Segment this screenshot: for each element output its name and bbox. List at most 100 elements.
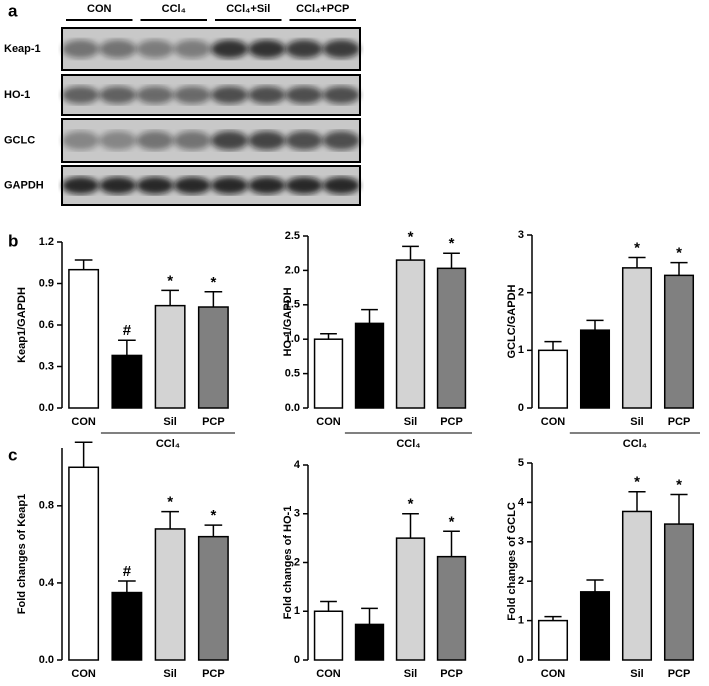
band: [136, 176, 174, 195]
y-tick-label: 4: [294, 459, 301, 471]
band: [248, 176, 286, 195]
y-tick-label: 2.0: [285, 264, 300, 276]
annotation: #: [123, 563, 132, 580]
bar: [354, 623, 385, 661]
x-tick-label: PCP: [440, 668, 463, 680]
error-bar: [628, 491, 646, 512]
y-axis-label: Fold changes of Keap1: [16, 494, 28, 614]
band: [99, 176, 137, 195]
y-tick-label: 0.4: [39, 577, 55, 589]
band: [62, 131, 100, 150]
error-bar: [361, 607, 378, 625]
error-bar: [586, 319, 604, 331]
error-bar: [320, 600, 337, 612]
bar: [579, 591, 611, 661]
x-tick-label: CON: [316, 416, 341, 428]
x-tick-label: PCP: [202, 668, 225, 680]
annotation: *: [676, 476, 682, 493]
band: [173, 176, 211, 195]
band: [173, 39, 211, 59]
bar: [68, 268, 100, 409]
y-tick-label: 1: [294, 605, 300, 617]
lane-label: CCl₄+PCP: [296, 3, 349, 15]
band: [322, 86, 360, 104]
annotation: *: [449, 513, 455, 530]
row-label: HO-1: [4, 89, 30, 101]
band: [322, 176, 360, 195]
bar: [111, 354, 143, 409]
band: [285, 131, 323, 150]
y-tick-label: 1.5: [285, 299, 300, 311]
error-bar: [544, 615, 562, 621]
error-bar: [402, 245, 419, 261]
x-tick-label: PCP: [668, 416, 691, 428]
y-tick-label: 0.6: [39, 319, 54, 331]
group-label: CCl₄: [156, 438, 180, 450]
bar: [313, 338, 344, 409]
bar: [537, 619, 569, 661]
band: [211, 39, 249, 59]
bar: [436, 267, 467, 409]
x-tick-label: CON: [71, 668, 96, 680]
bar: [621, 267, 653, 409]
bar: [663, 274, 695, 409]
band: [136, 39, 174, 59]
x-tick-label: CON: [316, 668, 341, 680]
panel-label: a: [8, 1, 18, 20]
error-bar: [204, 524, 223, 537]
x-tick-label: Sil: [404, 668, 417, 680]
band: [322, 131, 360, 150]
bar: [68, 466, 100, 661]
error-bar: [74, 441, 93, 468]
band: [322, 39, 360, 59]
y-tick-label: 0.3: [39, 360, 54, 372]
x-tick-label: CON: [541, 668, 566, 680]
band: [211, 176, 249, 195]
annotation: *: [210, 507, 216, 524]
y-tick-label: 2: [518, 575, 524, 587]
error-bar: [118, 580, 136, 593]
error-bar: [544, 340, 562, 351]
bar: [197, 306, 229, 409]
y-tick-label: 0.0: [39, 402, 54, 414]
band: [62, 176, 100, 195]
y-tick-label: 1: [518, 344, 524, 356]
row-label: GAPDH: [4, 179, 44, 191]
annotation: *: [167, 494, 173, 511]
y-tick-label: 4: [518, 496, 525, 508]
bar: [111, 591, 143, 661]
band: [62, 39, 100, 59]
y-tick-label: 2: [294, 556, 300, 568]
error-bar: [402, 513, 419, 539]
annotation: *: [449, 235, 455, 252]
y-tick-label: 3: [294, 508, 300, 520]
y-axis-label: HO-1/GAPDH: [282, 287, 294, 356]
error-bar: [443, 252, 460, 269]
y-tick-label: 2: [518, 287, 524, 299]
error-bar: [670, 493, 688, 525]
y-tick-label: 0.0: [39, 654, 54, 666]
band: [99, 86, 137, 104]
x-tick-label: Sil: [404, 416, 417, 428]
annotation: *: [408, 228, 414, 245]
bar: [313, 610, 344, 661]
bar: [154, 528, 186, 661]
annotation: *: [676, 245, 682, 262]
band: [248, 39, 286, 59]
row-label: GCLC: [4, 134, 35, 146]
bar: [436, 555, 467, 661]
y-axis-label: Keap1/GAPDH: [16, 287, 28, 363]
x-tick-label: Sil: [630, 416, 643, 428]
band: [136, 131, 174, 150]
band: [62, 86, 100, 104]
x-tick-label: PCP: [202, 416, 225, 428]
y-tick-label: 0.8: [39, 500, 54, 512]
error-bar: [586, 579, 604, 592]
x-tick-label: Sil: [163, 668, 176, 680]
x-tick-label: PCP: [440, 416, 463, 428]
band: [248, 86, 286, 104]
y-tick-label: 0.5: [285, 368, 300, 380]
y-tick-label: 0: [518, 654, 524, 666]
lane-label: CON: [87, 3, 112, 15]
